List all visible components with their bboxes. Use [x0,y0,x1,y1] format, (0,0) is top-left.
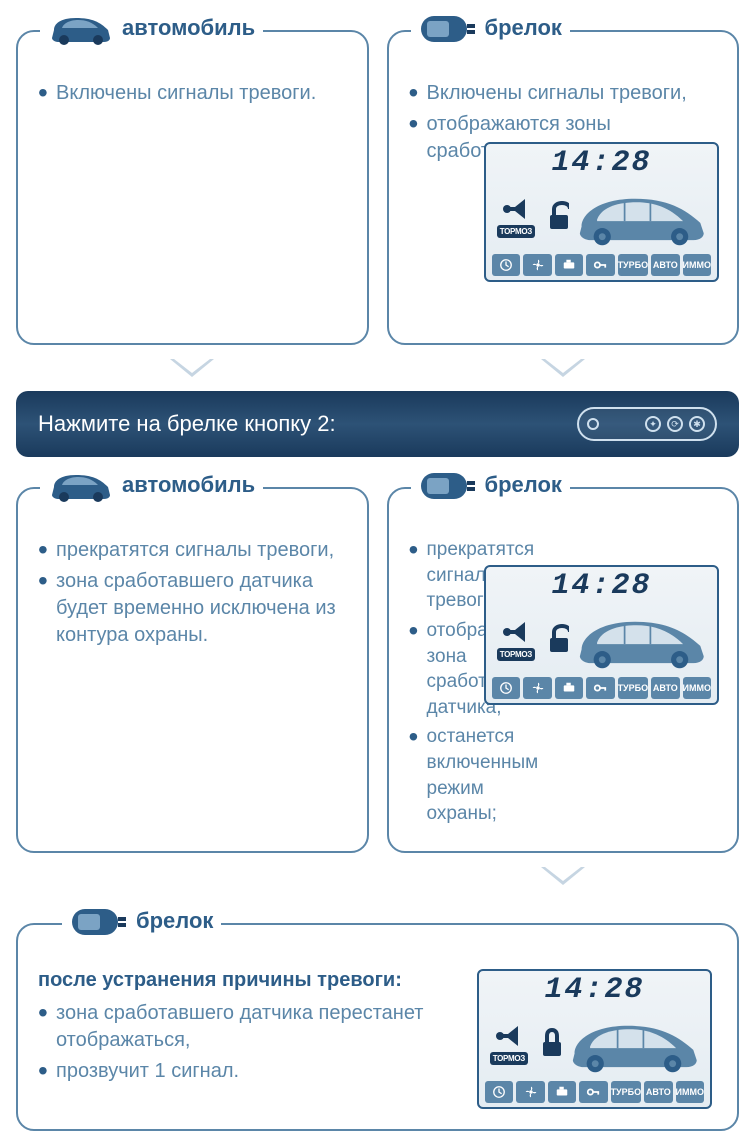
bullet: прекратятся сигналы тревоги, [38,537,347,564]
title-auto-2: автомобиль [122,472,255,498]
title-fob-1: брелок [485,15,562,41]
lcd-icon-turbo: ТУРБО [618,254,649,276]
lcd-icon-turbo: ТУРБО [611,1081,642,1103]
lcd-car-icon [573,604,711,674]
remote-btn-icon: ⟳ [667,416,683,432]
lcd-car-icon [566,1008,704,1078]
lcd-icon-key [579,1081,607,1103]
lcd-icon-row: ТУРБО АВТО ИММО [492,677,711,699]
row-2: автомобиль прекратятся сигналы тревоги, … [16,487,739,853]
tab-auto-2: автомобиль [40,467,263,503]
lcd-display-3: 14:28 ТОРМОЗ ТУРБО АВТО ИММО [477,969,712,1109]
lcd-icon-auto: АВТО [644,1081,672,1103]
bullets-final: зона сработавшего датчика перестанет ото… [38,1000,465,1085]
tab-fob-2: брелок [411,467,570,503]
tormoz-label: ТОРМОЗ [490,1052,528,1065]
lcd-icon-row: ТУРБО АВТО ИММО [492,254,711,276]
tab-auto-1: автомобиль [40,10,263,46]
lcd-icon-fan [523,677,551,699]
lcd-time: 14:28 [492,148,711,178]
instruction-banner: Нажмите на брелке кнопку 2: ✦ ⟳ ✱ [16,391,739,457]
horn-icon [503,618,529,646]
arrow-row-2 [16,859,739,893]
car-icon [48,10,114,46]
title-final: брелок [136,908,213,934]
bullet: зона сработавшего датчика будет временно… [38,568,347,649]
arrow-row-1 [16,351,739,385]
bullet: останется включенным режим охраны; [409,724,549,827]
lcd-icon-engine [555,254,583,276]
lcd-icon-clock [485,1081,513,1103]
lcd-icon-row: ТУРБО АВТО ИММО [485,1081,704,1103]
lcd-icon-fan [516,1081,544,1103]
remote-btn-icon: ✱ [689,416,705,432]
card-auto-1: автомобиль Включены сигналы тревоги. [16,30,369,345]
down-arrow-icon [541,359,585,377]
horn-icon [496,1022,522,1050]
lcd-icon-immo: ИММО [683,254,711,276]
bullets-auto-2: прекратятся сигналы тревоги, зона сработ… [38,537,347,649]
remote-btn-icon: ✦ [645,416,661,432]
title-auto-1: автомобиль [122,15,255,41]
bullet: Включены сигналы тревоги. [38,80,347,107]
title-fob-2: брелок [485,472,562,498]
lcd-icon-clock [492,254,520,276]
lcd-icon-engine [548,1081,576,1103]
card-fob-1: брелок Включены сигналы тревоги, отображ… [387,30,740,345]
down-arrow-icon [541,867,585,885]
card-auto-2: автомобиль прекратятся сигналы тревоги, … [16,487,369,853]
tab-fob-1: брелок [411,10,570,46]
lcd-icon-fan [523,254,551,276]
fob-icon [70,903,128,939]
fob-icon [419,467,477,503]
lcd-icon-turbo: ТУРБО [618,677,649,699]
lcd-icon-immo: ИММО [683,677,711,699]
lcd-icon-clock [492,677,520,699]
row-1: автомобиль Включены сигналы тревоги. бре… [16,30,739,345]
car-icon [48,467,114,503]
bullet: прозвучит 1 сигнал. [38,1058,465,1085]
bullets-auto-1: Включены сигналы тревоги. [38,80,347,107]
card-fob-2: брелок прекратятся сигналы тревоги, отоб… [387,487,740,853]
tormoz-label: ТОРМОЗ [497,225,535,238]
down-arrow-icon [170,359,214,377]
lock-open-icon [544,624,570,654]
fob-icon [419,10,477,46]
lcd-icon-engine [555,677,583,699]
banner-text: Нажмите на брелке кнопку 2: [38,411,336,437]
horn-icon [503,195,529,223]
lcd-icon-auto: АВТО [651,254,679,276]
lcd-icon-auto: АВТО [651,677,679,699]
lcd-icon-immo: ИММО [676,1081,704,1103]
bullet: Включены сигналы тревоги, [409,80,718,107]
lcd-icon-key [586,677,614,699]
card-final: брелок после устранения причины тревоги:… [16,923,739,1131]
final-heading: после устранения причины тревоги: [38,969,465,992]
lcd-time: 14:28 [485,975,704,1005]
tab-final: брелок [62,903,221,939]
lcd-car-icon [573,181,711,251]
lock-open-icon [544,201,570,231]
lcd-display-2: 14:28 ТОРМОЗ ТУРБО АВТО ИММО [484,565,719,705]
remote-outline-icon: ✦ ⟳ ✱ [577,407,717,441]
bullet: зона сработавшего датчика перестанет ото… [38,1000,465,1054]
lcd-display-1: 14:28 ТОРМОЗ ТУРБО АВТО ИММО [484,142,719,282]
lcd-time: 14:28 [492,571,711,601]
lock-closed-icon [537,1028,563,1058]
tormoz-label: ТОРМОЗ [497,648,535,661]
lcd-icon-key [586,254,614,276]
